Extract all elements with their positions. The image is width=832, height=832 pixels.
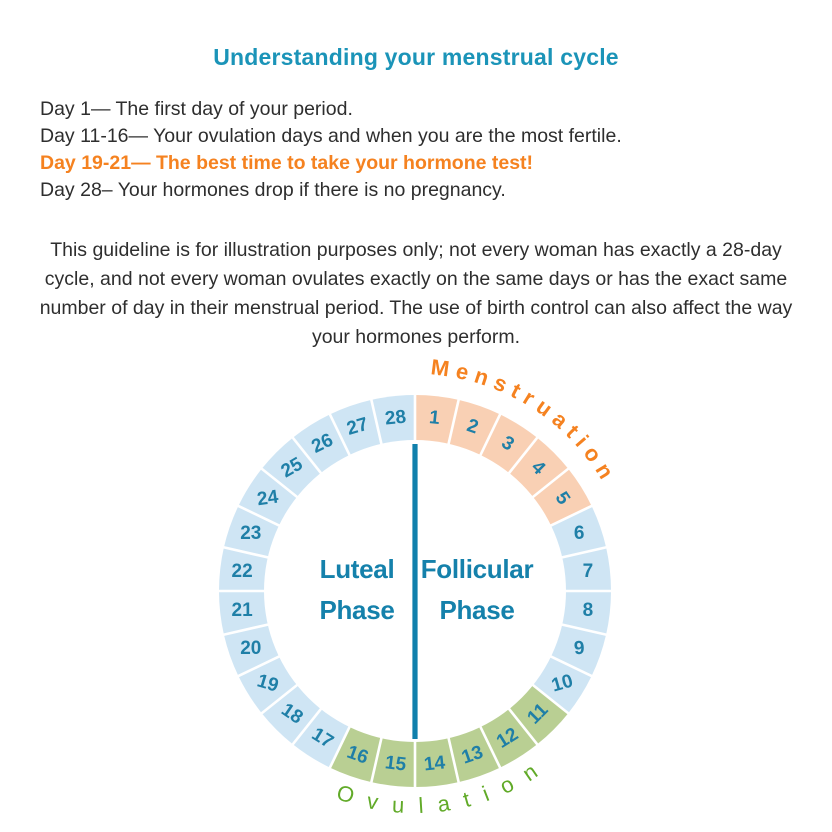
segment-gap [477,722,502,770]
day-number-14: 14 [423,752,447,775]
day-number-23: 23 [240,523,261,544]
segment-gap [558,545,608,560]
day-number-6: 6 [574,523,585,544]
segment-gap [260,467,301,501]
follicular-phase-label: Follicular [421,554,534,584]
day-number-7: 7 [583,561,594,582]
segment-gap [529,681,570,715]
luteal-phase-label-line2: Phase [319,595,394,625]
disclaimer-text: This guideline is for illustration purpo… [39,239,793,348]
day-note: Day 28– Your hormones drop if there is n… [40,179,506,201]
day-number-28: 28 [384,407,407,430]
day-number-8: 8 [583,600,594,621]
day-note: Day 11-16— Your ovulation days and when … [40,125,622,147]
segment-gap [236,504,284,529]
segment-gap [328,722,353,770]
segment-gap [446,398,461,448]
day-number-15: 15 [384,752,408,775]
segment-gap [260,681,301,715]
segment-gap [236,653,284,678]
day-note: Day 19-21— The best time to take your ho… [40,152,534,174]
segment-gap [369,734,384,784]
segment-gap [291,436,325,477]
cycle-day-notes: Day 1— The first day of your period. Day … [40,96,812,204]
day-note: Day 1— The first day of your period. [40,98,353,120]
luteal-phase-label: Luteal [320,554,395,584]
day-number-9: 9 [573,638,585,660]
day-number-24: 24 [256,486,280,510]
page-title: Understanding your menstrual cycle [213,44,619,70]
segment-gap [505,705,539,746]
day-number-21: 21 [232,600,254,621]
segment-gap [546,653,594,678]
day-number-20: 20 [240,638,261,659]
segment-gap [477,412,502,460]
day-number-22: 22 [232,561,253,582]
segment-gap [558,622,608,637]
segment-gap [222,622,272,637]
segment-gap [222,545,272,560]
segment-gap [328,412,353,460]
segment-gap [505,436,539,477]
segment-gap [446,734,461,784]
day-number-1: 1 [428,407,441,429]
segment-gap [369,398,384,448]
follicular-phase-label-line2: Phase [439,595,514,625]
segment-gap [529,467,570,501]
segment-gap [291,705,325,746]
segment-gap [546,504,594,529]
